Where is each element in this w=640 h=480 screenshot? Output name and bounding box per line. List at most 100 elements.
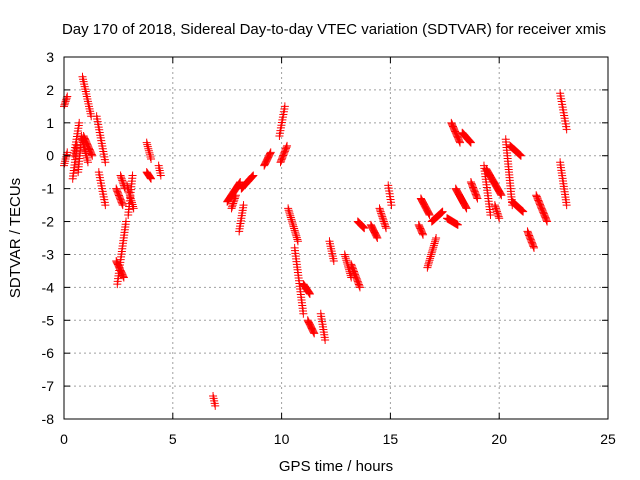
data-point — [373, 234, 382, 242]
x-tick-label: 25 — [600, 431, 616, 447]
data-point — [117, 173, 126, 182]
data-point — [425, 210, 434, 219]
data-point — [231, 191, 240, 200]
y-tick-label: 0 — [46, 148, 54, 164]
data-point — [466, 137, 475, 146]
data-point — [126, 192, 135, 201]
data-point — [230, 196, 239, 205]
data-point — [423, 263, 432, 272]
data-point — [146, 173, 155, 182]
data-point — [119, 272, 128, 281]
data-point — [359, 223, 368, 232]
data-point — [360, 224, 369, 233]
data-point — [128, 198, 136, 207]
data-point — [376, 206, 385, 215]
data-point — [125, 190, 134, 199]
data-point — [329, 257, 338, 266]
data-point — [147, 155, 156, 164]
data-point — [428, 246, 437, 255]
data-point — [341, 252, 350, 261]
data-point — [288, 219, 297, 228]
data-point — [122, 217, 131, 226]
data-point — [495, 214, 504, 223]
data-point — [530, 243, 539, 252]
data-point — [228, 201, 237, 210]
x-tick-label: 10 — [274, 431, 290, 447]
data-point — [117, 174, 126, 183]
x-tick-label: 15 — [383, 431, 399, 447]
x-tick-label: 0 — [60, 431, 68, 447]
data-point — [387, 201, 396, 210]
data-point — [529, 242, 538, 251]
data-point — [425, 258, 434, 267]
data-point — [493, 209, 502, 218]
data-point — [129, 202, 138, 211]
data-point — [286, 213, 295, 222]
data-point — [425, 209, 434, 218]
data-point — [286, 211, 295, 220]
data-point — [101, 158, 110, 167]
data-point — [428, 245, 437, 254]
data-point — [287, 215, 296, 224]
data-point — [497, 191, 506, 200]
data-point — [283, 141, 292, 150]
data-point — [266, 148, 275, 157]
data-point — [284, 206, 293, 215]
data-point — [424, 259, 433, 268]
data-point — [60, 100, 69, 109]
data-point — [377, 210, 386, 219]
data-point — [118, 199, 127, 208]
data-point — [143, 140, 152, 149]
data-point — [427, 250, 436, 259]
data-point — [473, 194, 482, 203]
data-point — [426, 252, 435, 261]
data-point — [382, 224, 391, 233]
data-point — [426, 254, 435, 263]
data-point — [461, 202, 470, 211]
data-point — [147, 174, 156, 183]
chart-title: Day 170 of 2018, Sidereal Day-to-day VTE… — [62, 21, 606, 38]
data-point — [290, 224, 299, 233]
data-point — [378, 212, 387, 221]
plot-frame — [63, 56, 609, 420]
data-point — [292, 233, 301, 242]
data-point — [124, 185, 133, 194]
data-point — [126, 194, 135, 203]
data-point — [129, 204, 138, 213]
data-point — [492, 206, 501, 215]
data-point — [229, 197, 238, 206]
data-point — [73, 141, 82, 150]
data-point — [290, 226, 299, 235]
y-tick-label: -1 — [42, 181, 55, 197]
data-point — [285, 208, 294, 217]
data-point — [543, 217, 552, 226]
data-point — [432, 234, 441, 242]
y-tick-label: -8 — [42, 411, 55, 427]
data-point — [248, 172, 257, 181]
data-point — [248, 172, 257, 181]
data-point — [289, 222, 298, 231]
data-point — [453, 220, 462, 229]
x-tick-label: 5 — [169, 431, 177, 447]
data-point — [346, 269, 355, 278]
data-point — [430, 239, 439, 248]
data-point — [462, 204, 471, 213]
data-point — [229, 199, 238, 208]
data-point — [63, 148, 72, 157]
data-point — [61, 99, 70, 108]
data-point — [491, 204, 500, 213]
y-tick-label: 2 — [46, 82, 54, 98]
grid-lines — [64, 57, 608, 419]
data-point — [119, 179, 128, 188]
data-point — [305, 289, 314, 298]
data-point — [249, 171, 258, 180]
x-tick-label: 20 — [491, 431, 507, 447]
data-point — [342, 256, 351, 265]
data-point — [519, 207, 528, 216]
data-point — [486, 210, 495, 219]
y-tick-label: 1 — [46, 115, 54, 131]
data-point — [145, 150, 154, 159]
data-point — [287, 217, 296, 226]
